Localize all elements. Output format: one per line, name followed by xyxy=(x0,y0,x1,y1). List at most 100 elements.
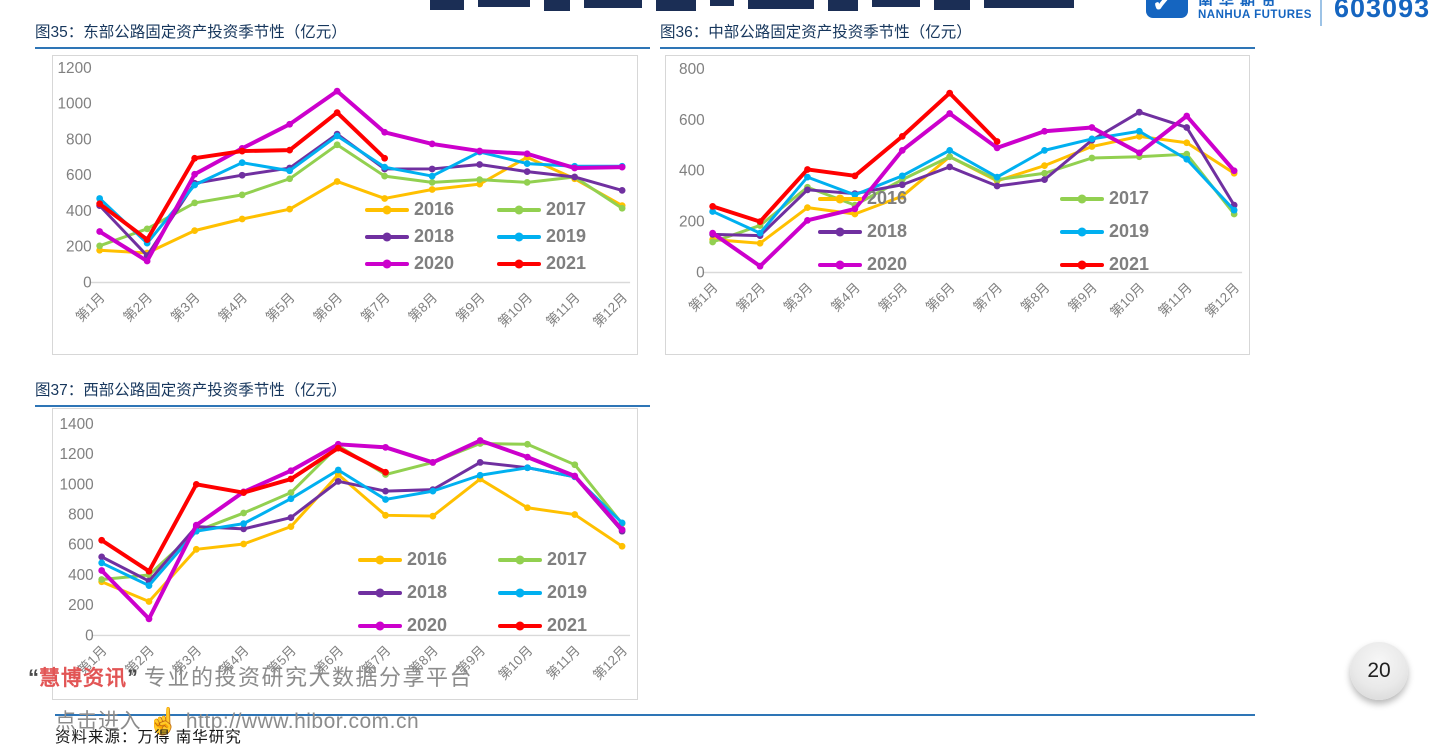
svg-text:第11月: 第11月 xyxy=(543,289,583,329)
y-axis-labels: 0 200 400 600 800 1000 1200 1400 xyxy=(60,416,94,645)
legend-item: 2018 xyxy=(818,215,1060,248)
svg-text:第1月: 第1月 xyxy=(685,279,721,315)
legend-dot xyxy=(375,555,385,564)
svg-text:200: 200 xyxy=(68,597,94,614)
svg-text:第4月: 第4月 xyxy=(827,279,863,315)
svg-text:第7月: 第7月 xyxy=(357,289,393,325)
svg-text:第6月: 第6月 xyxy=(310,289,346,325)
svg-text:800: 800 xyxy=(68,507,94,524)
watermark-tagline: 专业的投资研究大数据分享平台 xyxy=(144,665,474,690)
page-number-badge: 20 xyxy=(1350,642,1408,700)
watermark-url[interactable]: http://www.hibor.com.cn xyxy=(185,710,420,733)
legend-dot xyxy=(1077,260,1087,269)
legend-dot xyxy=(515,588,525,597)
legend-item: 2016 xyxy=(818,182,1060,215)
svg-text:第2月: 第2月 xyxy=(733,279,769,315)
chart-legend: 2016 2017 2018 2019 2020 2021 xyxy=(818,182,1302,281)
legend-item: 2017 xyxy=(1060,182,1302,215)
svg-text:第9月: 第9月 xyxy=(452,289,488,325)
legend-line-sample xyxy=(365,205,409,214)
svg-text:第3月: 第3月 xyxy=(780,279,816,315)
legend-line-sample xyxy=(1060,194,1104,203)
svg-text:第5月: 第5月 xyxy=(875,279,911,315)
legend-dot xyxy=(515,555,525,564)
legend-label: 2016 xyxy=(414,199,455,219)
legend-line-sample xyxy=(358,555,402,564)
svg-text:第10月: 第10月 xyxy=(1107,279,1148,320)
legend-dot xyxy=(382,232,392,241)
legend-label: 2016 xyxy=(407,549,448,569)
legend-label: 2019 xyxy=(547,582,588,602)
legend-item: 2021 xyxy=(497,250,629,277)
legend-label: 2020 xyxy=(867,254,908,274)
svg-text:400: 400 xyxy=(68,567,94,584)
legend-label: 2021 xyxy=(546,253,587,273)
footer-divider xyxy=(55,714,1255,716)
legend-dot xyxy=(835,194,845,203)
svg-text:第9月: 第9月 xyxy=(1064,279,1100,315)
open-quote: “ xyxy=(28,665,39,690)
legend-item: 2017 xyxy=(497,196,629,223)
legend-line-sample xyxy=(818,227,862,236)
legend-label: 2019 xyxy=(546,226,587,246)
legend-item: 2016 xyxy=(365,196,497,223)
watermark-brand: 慧博资讯 xyxy=(39,667,127,690)
legend-dot xyxy=(1077,194,1087,203)
svg-text:第6月: 第6月 xyxy=(922,279,958,315)
figure-35-title: 图35：东部公路固定资产投资季节性（亿元） xyxy=(35,20,650,49)
legend-line-sample xyxy=(365,259,409,268)
legend-item: 2021 xyxy=(1060,248,1302,281)
svg-text:1000: 1000 xyxy=(57,96,91,113)
legend-dot xyxy=(515,621,525,630)
source-attribution: 资料来源：万得 南华研究 xyxy=(55,729,242,746)
y-axis-labels: 0 200 400 600 800 1000 1200 xyxy=(57,60,91,292)
legend-line-sample xyxy=(365,232,409,241)
legend-label: 2018 xyxy=(414,226,455,246)
svg-text:400: 400 xyxy=(66,203,92,220)
legend-line-sample xyxy=(497,232,541,241)
legend-item: 2018 xyxy=(358,576,498,609)
legend-label: 2020 xyxy=(407,615,448,635)
logo-wordmark: NANHUA FUTURES xyxy=(1198,9,1312,21)
svg-text:第12月: 第12月 xyxy=(589,289,630,330)
svg-text:第10月: 第10月 xyxy=(494,289,535,330)
page-number: 20 xyxy=(1367,659,1391,682)
legend-label: 2017 xyxy=(1109,188,1150,208)
legend-dot xyxy=(382,259,392,268)
svg-text:第8月: 第8月 xyxy=(1017,279,1053,315)
chart-figure-36: 0 200 400 600 800 第1月 第2月 第3月 第4月 第5月 第6月 第7月 第8月 第9月… xyxy=(665,55,1250,355)
legend-label: 2018 xyxy=(407,582,448,602)
legend-dot xyxy=(375,621,385,630)
legend-line-sample xyxy=(358,588,402,597)
legend-item: 2016 xyxy=(358,543,498,576)
legend-line-sample xyxy=(498,555,542,564)
legend-line-sample xyxy=(818,260,862,269)
stock-code: 603093 xyxy=(1334,0,1431,23)
series-lines xyxy=(96,87,626,265)
legend-dot xyxy=(514,205,524,214)
legend-line-sample xyxy=(498,588,542,597)
svg-text:第2月: 第2月 xyxy=(120,289,156,325)
svg-text:0: 0 xyxy=(83,274,92,291)
y-axis-labels: 0 200 400 600 800 xyxy=(679,61,705,282)
svg-text:800: 800 xyxy=(66,131,92,148)
chart-canvas: 020040060080010001200第1月 第2月 第3月 第4月 第5月 第6月第… xyxy=(57,60,630,330)
svg-text:1200: 1200 xyxy=(57,60,91,77)
svg-text:第12月: 第12月 xyxy=(1201,279,1242,320)
figure-36-title: 图36：中部公路固定资产投资季节性（亿元） xyxy=(660,20,1255,49)
series-lines xyxy=(709,89,1238,270)
legend-dot xyxy=(835,260,845,269)
close-quote: ” xyxy=(127,665,138,690)
svg-text:200: 200 xyxy=(679,214,705,231)
hand-pointer-icon: ☝ xyxy=(147,706,180,736)
logo-check-icon: ✔ xyxy=(1153,0,1172,16)
svg-text:0: 0 xyxy=(85,627,94,644)
svg-text:0: 0 xyxy=(696,265,705,282)
svg-text:1000: 1000 xyxy=(60,476,94,493)
legend-dot xyxy=(835,227,845,236)
legend-label: 2018 xyxy=(867,221,908,241)
chart-figure-37: 0 200 400 600 800 1000 1200 1400 第1月 第2月 第3月 第4月 第5月… xyxy=(52,408,638,700)
legend-item: 2019 xyxy=(497,223,629,250)
legend-item: 2019 xyxy=(498,576,638,609)
legend-item: 2018 xyxy=(365,223,497,250)
